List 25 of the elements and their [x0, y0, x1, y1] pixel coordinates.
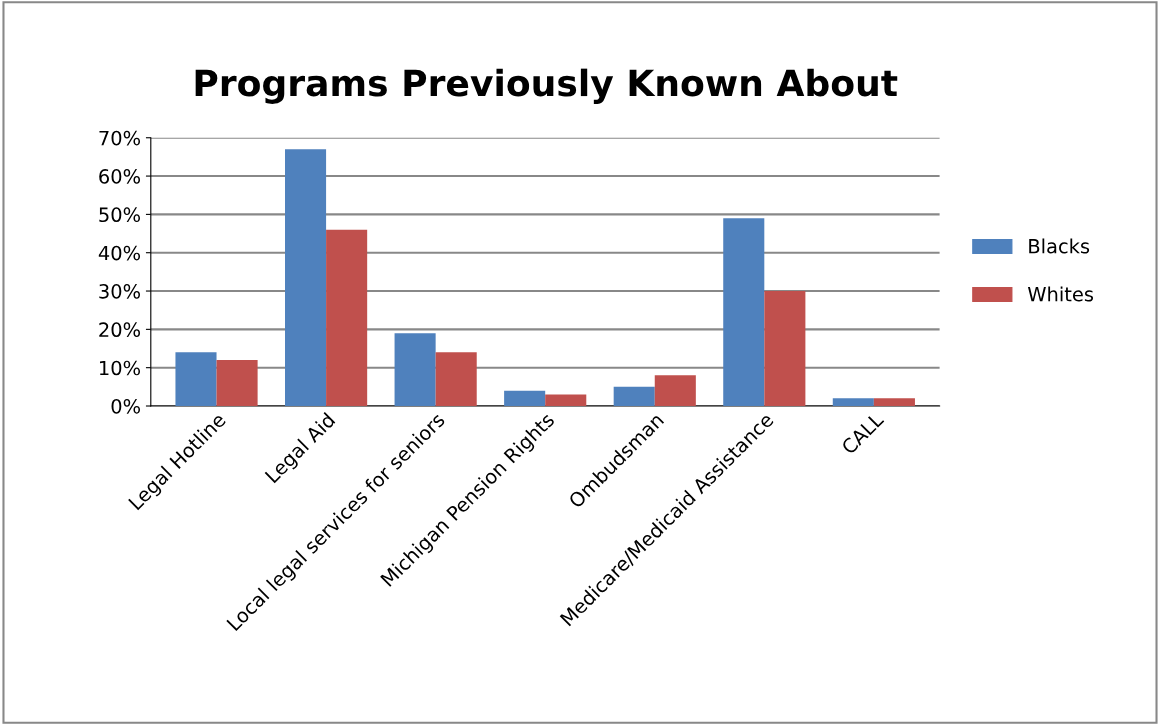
y-tick-label: 40%	[98, 245, 140, 261]
bar	[394, 333, 436, 406]
y-tick-label: 10%	[100, 360, 140, 376]
y-tick-label: 50%	[99, 207, 140, 223]
bar	[175, 352, 217, 406]
bar	[504, 390, 546, 406]
y-tick-label: 60%	[99, 169, 140, 184]
bar	[613, 386, 655, 406]
bar	[285, 149, 327, 406]
chart-title: Programs Previously Known About	[195, 68, 898, 104]
y-tick-label: 0%	[111, 398, 140, 414]
bar	[326, 229, 368, 406]
bar	[545, 394, 587, 406]
bar	[654, 375, 696, 406]
y-tick-label: 30%	[99, 283, 140, 299]
legend-label: Blacks	[1029, 238, 1090, 254]
legend-label: Whites	[1027, 286, 1094, 302]
bar	[832, 398, 874, 406]
bar	[435, 352, 477, 406]
y-tick-label: 70%	[99, 130, 140, 146]
y-tick-label: 20%	[99, 322, 140, 338]
bar	[216, 360, 258, 406]
bar	[764, 291, 806, 406]
bar	[873, 398, 915, 406]
bar	[723, 218, 765, 406]
